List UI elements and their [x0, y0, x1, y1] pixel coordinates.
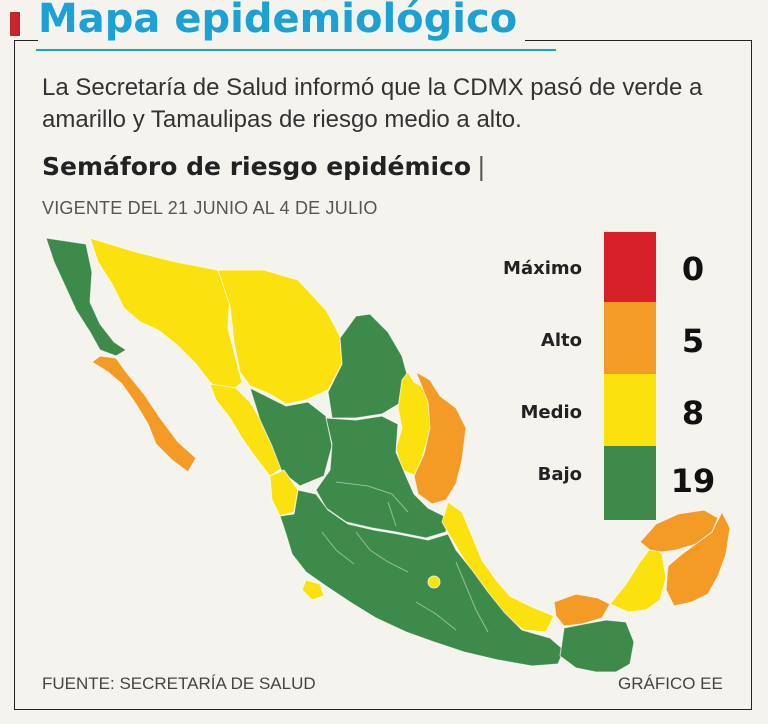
legend-label-maximo: Máximo [503, 258, 582, 279]
title-underline [36, 49, 556, 51]
state-interior-south [279, 489, 565, 667]
subtitle: La Secretaría de Salud informó que la CD… [42, 74, 703, 133]
legend-count-maximo: 0 [681, 250, 705, 288]
state-chiapas [559, 619, 635, 672]
state-tamaulipas [413, 371, 467, 505]
state-durango [249, 387, 333, 487]
heading-separator: | [477, 152, 486, 181]
state-sinaloa [209, 383, 283, 477]
legend-label-medio: Medio [520, 402, 582, 423]
legend-label-alto: Alto [540, 330, 582, 351]
legend-label-bajo: Bajo [537, 464, 582, 485]
mexico-risk-map [45, 237, 731, 672]
state-colima [301, 579, 325, 601]
state-interior-north [315, 415, 449, 539]
legend-swatch-alto [604, 302, 656, 374]
legend-count-medio: 8 [681, 394, 705, 432]
state-cdmx [427, 575, 441, 589]
state-baja-california-sur [91, 355, 197, 473]
legend-count-alto: 5 [681, 322, 705, 360]
state-baja-california [45, 237, 127, 357]
state-campeche [609, 545, 667, 613]
title-accent-bar [10, 12, 20, 36]
graphic-credit: GRÁFICO EE [618, 674, 723, 693]
section-heading-text: Semáforo de riesgo epidémico [42, 152, 472, 181]
page-title: Mapa epidemiológico [38, 0, 526, 42]
dateline: VIGENTE DEL 21 JUNIO AL 4 DE JULIO [42, 198, 378, 218]
section-heading: Semáforo de riesgo epidémico | [42, 152, 486, 181]
state-chihuahua [217, 269, 343, 405]
legend-count-bajo: 19 [670, 462, 716, 500]
legend-swatch-maximo [604, 232, 656, 302]
state-quintana-roo [665, 511, 731, 607]
legend-swatch-medio [604, 374, 656, 446]
legend-swatch-bajo [604, 446, 656, 520]
state-tabasco [553, 593, 611, 627]
source-note: FUENTE: SECRETARÍA DE SALUD [42, 674, 316, 693]
state-veracruz [441, 501, 555, 633]
